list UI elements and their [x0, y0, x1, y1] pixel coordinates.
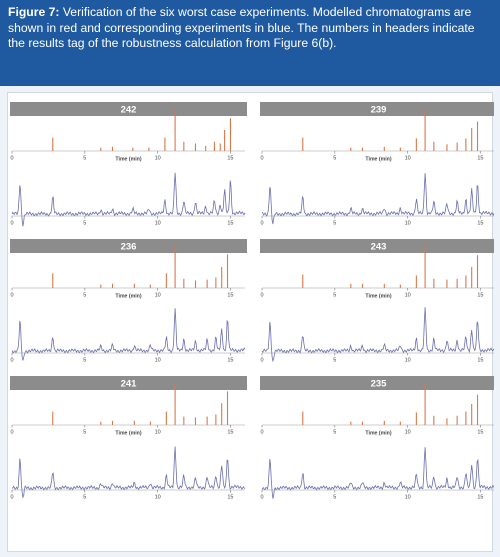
tag-bar — [260, 239, 494, 253]
tag-bar — [260, 376, 494, 390]
x-tick-label: 0 — [10, 358, 13, 364]
x-tick-label: 5 — [333, 358, 336, 364]
x-tick-label: 0 — [10, 221, 13, 227]
x-tick-label: 0 — [260, 430, 263, 436]
experimental-trace — [261, 307, 494, 363]
x-tick-label: 15 — [477, 293, 483, 299]
tag-bar — [10, 102, 247, 116]
x-tick-label: 10 — [405, 358, 411, 364]
x-tick-label: 10 — [155, 495, 161, 501]
x-tick-label: 10 — [405, 495, 411, 501]
chromatogram-grid: 242 0 5 10 15 Time (min) 0 5 10 15 239 0 5 10 15 Time (… — [10, 102, 494, 501]
x-tick-label: 10 — [155, 358, 161, 364]
caption-text: Verification of the six worst case exper… — [8, 5, 475, 50]
experimental-trace — [261, 447, 494, 499]
x-tick-label: 0 — [10, 495, 13, 501]
x-tick-label: 0 — [10, 430, 13, 436]
x-tick-label: 15 — [477, 221, 483, 227]
x-axis-title: Time (min) — [115, 294, 141, 300]
x-tick-label: 15 — [227, 221, 233, 227]
tag-bar — [10, 239, 247, 253]
x-tick-label: 15 — [227, 156, 233, 162]
tag-label: 243 — [371, 242, 387, 253]
x-tick-label: 15 — [477, 156, 483, 162]
tag-bar — [260, 102, 494, 116]
x-tick-label: 0 — [260, 221, 263, 227]
tag-label: 239 — [371, 105, 387, 116]
tag-bar — [10, 376, 247, 390]
x-tick-label: 0 — [260, 495, 263, 501]
experimental-trace — [11, 172, 246, 227]
x-tick-label: 5 — [83, 293, 86, 299]
tag-label: 235 — [371, 379, 388, 390]
x-tick-label: 5 — [83, 221, 86, 227]
x-tick-label: 10 — [405, 156, 411, 162]
x-tick-label: 10 — [155, 221, 161, 227]
x-tick-label: 0 — [260, 358, 263, 364]
x-axis-title: Time (min) — [115, 157, 141, 163]
x-tick-label: 5 — [333, 156, 336, 162]
x-tick-label: 10 — [405, 293, 411, 299]
x-tick-label: 0 — [260, 156, 263, 162]
caption-label: Figure 7: — [8, 5, 60, 19]
x-axis-title: Time (min) — [365, 294, 391, 300]
tag-label: 236 — [121, 242, 137, 253]
x-tick-label: 15 — [227, 358, 233, 364]
x-tick-label: 5 — [83, 358, 86, 364]
x-tick-label: 15 — [477, 430, 483, 436]
x-axis-title: Time (min) — [365, 157, 391, 163]
x-tick-label: 5 — [333, 430, 336, 436]
x-tick-label: 15 — [227, 495, 233, 501]
tag-label: 241 — [121, 379, 138, 390]
x-tick-label: 10 — [155, 430, 161, 436]
x-tick-label: 5 — [333, 221, 336, 227]
chart-panel: 242 0 5 10 15 Time (min) 0 5 10 15 239 0 5 10 15 Time (… — [7, 92, 494, 552]
x-axis-title: Time (min) — [365, 431, 391, 437]
x-tick-label: 5 — [83, 495, 86, 501]
x-tick-label: 0 — [10, 156, 13, 162]
x-tick-label: 10 — [155, 156, 161, 162]
x-tick-label: 5 — [333, 293, 336, 299]
x-tick-label: 10 — [405, 221, 411, 227]
x-axis-title: Time (min) — [115, 431, 141, 437]
x-tick-label: 15 — [227, 430, 233, 436]
x-tick-label: 15 — [227, 293, 233, 299]
experimental-trace — [261, 173, 494, 225]
x-tick-label: 0 — [10, 293, 13, 299]
x-tick-label: 15 — [477, 358, 483, 364]
experimental-trace — [11, 446, 246, 499]
x-tick-label: 5 — [83, 430, 86, 436]
x-tick-label: 10 — [405, 430, 411, 436]
x-tick-label: 0 — [260, 293, 263, 299]
x-tick-label: 10 — [155, 293, 161, 299]
x-tick-label: 15 — [477, 495, 483, 501]
x-tick-label: 5 — [333, 495, 336, 501]
x-tick-label: 5 — [83, 156, 86, 162]
figure-caption: Figure 7: Verification of the six worst … — [0, 0, 500, 86]
experimental-trace — [11, 308, 246, 361]
tag-label: 242 — [121, 105, 137, 116]
